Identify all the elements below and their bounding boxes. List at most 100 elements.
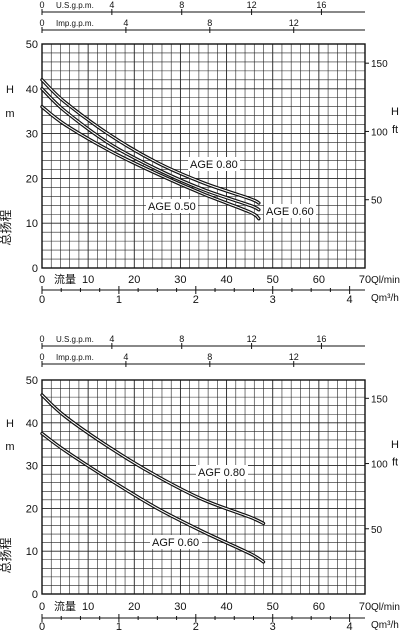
ylabel-right: H bbox=[391, 106, 399, 118]
xlabel-qm: Qm³/h bbox=[371, 293, 399, 304]
xlabel-flow: 流量 bbox=[54, 272, 76, 286]
series-label: AGE 0.60 bbox=[266, 206, 314, 218]
ylabel-left-unit: m bbox=[5, 108, 14, 120]
usgpm-label: U.S.g.p.m. bbox=[56, 335, 94, 344]
y-tick-label: 50 bbox=[26, 375, 38, 387]
x-tick-label: 10 bbox=[82, 274, 94, 286]
plot-frame bbox=[41, 43, 366, 269]
y-tick-label: 40 bbox=[26, 84, 38, 96]
series-line-inner bbox=[41, 106, 260, 220]
y-tick-label: 10 bbox=[26, 546, 38, 558]
series-label: AGE 0.80 bbox=[190, 159, 238, 171]
y-tick-label: 30 bbox=[26, 461, 38, 473]
x-tick-label: 70 bbox=[359, 274, 371, 286]
plot-frame bbox=[41, 379, 366, 595]
x-tick-label: 30 bbox=[174, 601, 186, 613]
series-label-bg bbox=[196, 465, 248, 479]
x-tick-label: 70 bbox=[359, 601, 371, 613]
xlabel-flow: 流量 bbox=[54, 599, 76, 613]
usgpm-tick-label: 4 bbox=[109, 0, 114, 10]
series-label-bg bbox=[188, 157, 240, 171]
ylabel-right-unit: ft bbox=[392, 456, 398, 468]
qm-tick-label: 3 bbox=[270, 294, 276, 306]
impgpm-label: Imp.g.p.m. bbox=[56, 19, 94, 28]
impgpm-tick-label: 8 bbox=[207, 18, 212, 28]
ylabel-vertical: 总扬程 bbox=[0, 210, 13, 246]
ylabel-left-unit: m bbox=[5, 441, 14, 453]
series-label-bg bbox=[264, 204, 316, 218]
impgpm-tick-label: 0 bbox=[39, 352, 44, 362]
x-tick-label: 50 bbox=[267, 274, 279, 286]
usgpm-tick-label: 0 bbox=[39, 334, 44, 344]
impgpm-tick-label: 4 bbox=[123, 352, 128, 362]
x-tick-label: 60 bbox=[313, 601, 325, 613]
ylabel-left: H bbox=[6, 84, 14, 96]
impgpm-tick-label: 12 bbox=[289, 18, 299, 28]
impgpm-tick-label: 0 bbox=[39, 18, 44, 28]
y-tick-label: 40 bbox=[26, 418, 38, 430]
usgpm-tick-label: 12 bbox=[247, 0, 257, 10]
xlabel-qm: Qm³/h bbox=[371, 620, 399, 631]
ft-tick-label: 150 bbox=[371, 59, 388, 70]
ylabel-right-unit: ft bbox=[392, 124, 398, 136]
y-tick-label: 20 bbox=[26, 173, 38, 185]
qm-tick-label: 0 bbox=[39, 294, 45, 306]
series-line-inner bbox=[41, 433, 264, 563]
ft-tick-label: 100 bbox=[371, 460, 388, 471]
ylabel-vertical: 总扬程 bbox=[0, 537, 13, 573]
y-tick-label: 20 bbox=[26, 503, 38, 515]
qm-tick-label: 1 bbox=[116, 621, 122, 633]
usgpm-tick-label: 4 bbox=[109, 334, 114, 344]
y-tick-label: 10 bbox=[26, 218, 38, 230]
y-tick-label: 30 bbox=[26, 129, 38, 141]
x-tick-label: 20 bbox=[128, 601, 140, 613]
ft-tick-label: 100 bbox=[371, 127, 388, 138]
usgpm-tick-label: 16 bbox=[316, 0, 326, 10]
usgpm-tick-label: 8 bbox=[179, 334, 184, 344]
usgpm-tick-label: 8 bbox=[179, 0, 184, 10]
impgpm-tick-label: 12 bbox=[289, 352, 299, 362]
usgpm-tick-label: 12 bbox=[247, 334, 257, 344]
series-line-inner bbox=[41, 88, 260, 211]
impgpm-tick-label: 8 bbox=[207, 352, 212, 362]
ft-tick-label: 50 bbox=[371, 196, 383, 207]
xlabel-ql: Ql/min bbox=[371, 275, 400, 286]
xlabel-ql: Ql/min bbox=[371, 602, 400, 613]
series-label-bg bbox=[146, 199, 198, 213]
ft-tick-label: 150 bbox=[371, 394, 388, 405]
y-tick-label: 50 bbox=[26, 39, 38, 51]
usgpm-tick-label: 0 bbox=[39, 0, 44, 10]
series-label: AGF 0.60 bbox=[152, 537, 199, 549]
x-tick-label: 50 bbox=[267, 601, 279, 613]
y-tick-label: 0 bbox=[32, 263, 38, 275]
series-label: AGE 0.50 bbox=[148, 201, 196, 213]
qm-tick-label: 4 bbox=[347, 621, 353, 633]
ylabel-right: H bbox=[391, 439, 399, 451]
x-tick-label: 40 bbox=[220, 601, 232, 613]
impgpm-label: Imp.g.p.m. bbox=[56, 353, 94, 362]
x-tick-label: 0 bbox=[39, 601, 45, 613]
usgpm-label: U.S.g.p.m. bbox=[56, 1, 94, 10]
qm-tick-label: 2 bbox=[193, 294, 199, 306]
series-label-bg bbox=[150, 535, 202, 549]
y-tick-label: 0 bbox=[32, 589, 38, 601]
ylabel-left: H bbox=[6, 418, 14, 430]
impgpm-tick-label: 4 bbox=[123, 18, 128, 28]
x-tick-label: 60 bbox=[313, 274, 325, 286]
x-tick-label: 10 bbox=[82, 601, 94, 613]
series-line-inner bbox=[41, 79, 260, 204]
x-tick-label: 40 bbox=[220, 274, 232, 286]
x-tick-label: 0 bbox=[39, 274, 45, 286]
qm-tick-label: 3 bbox=[270, 621, 276, 633]
ft-tick-label: 50 bbox=[371, 525, 383, 536]
qm-tick-label: 1 bbox=[116, 294, 122, 306]
qm-tick-label: 2 bbox=[193, 621, 199, 633]
usgpm-tick-label: 16 bbox=[316, 334, 326, 344]
qm-tick-label: 0 bbox=[39, 621, 45, 633]
x-tick-label: 20 bbox=[128, 274, 140, 286]
qm-tick-label: 4 bbox=[347, 294, 353, 306]
series-line-inner bbox=[41, 394, 264, 524]
series-label: AGF 0.80 bbox=[198, 467, 245, 479]
